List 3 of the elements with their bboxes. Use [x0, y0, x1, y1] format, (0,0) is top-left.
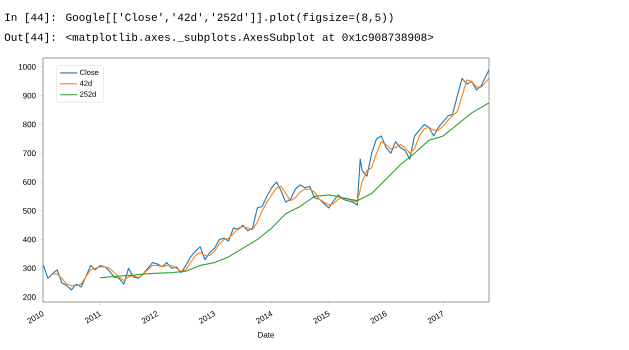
- text: Out[44]: <matplotlib.axes._subplots.AxesSubplot at 0x1c908738908>: [4, 32, 434, 44]
- line-series: [100, 102, 490, 278]
- text: In [44]: Google[['Close','42d','252d']].plot(figsize=(8,5)): [5, 12, 392, 24]
